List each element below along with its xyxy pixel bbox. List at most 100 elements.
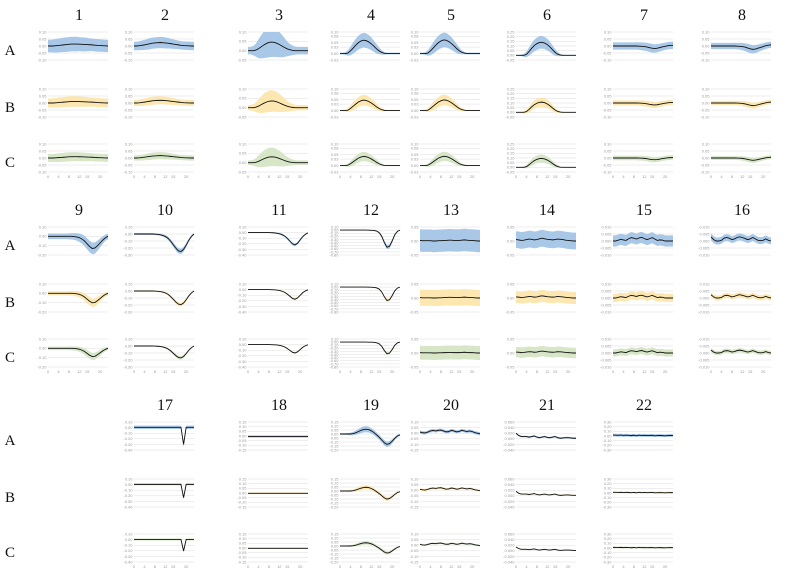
mean-line [340, 486, 401, 500]
y-tick-label: -0.30 [123, 364, 133, 369]
column-number-17: 17 [157, 397, 173, 414]
y-tick-label: -0.60 [329, 358, 339, 363]
x-tick-label: 4 [57, 174, 60, 179]
y-tick-label: 0.05 [239, 486, 248, 491]
column-number-11: 11 [271, 202, 286, 219]
x-tick-label: 0 [515, 564, 518, 569]
x-tick-label: 15 [553, 564, 558, 569]
y-tick-label: 0.08 [331, 34, 340, 39]
y-tick-label: 0.000 [699, 350, 710, 355]
y-tick-label: 0.03 [411, 101, 420, 106]
y-tick-label: 0.010 [699, 336, 710, 341]
y-tick-label: 0.00 [604, 545, 613, 550]
y-tick-label: 0.05 [125, 36, 134, 41]
y-tick-label: -0.20 [123, 357, 133, 362]
y-tick-label: 0.05 [331, 484, 340, 489]
mean-line [248, 41, 308, 52]
y-tick-label: -0.70 [329, 361, 339, 366]
y-tick-label: 0.10 [331, 423, 340, 428]
x-tick-label: 4 [429, 564, 432, 569]
panel-14-a: 0.05 0.00 -0.05 [505, 224, 576, 257]
y-tick-label: 0.05 [39, 148, 48, 153]
y-tick-label: -0.05 [409, 364, 419, 369]
mean-line [515, 237, 576, 242]
y-tick-label: -0.20 [123, 493, 133, 498]
mean-line [248, 232, 309, 246]
y-tick-label: 0.00 [411, 488, 420, 493]
y-tick-label: 0.00 [239, 342, 248, 347]
x-tick-label: 15 [457, 564, 462, 569]
y-tick-label: 0.03 [331, 156, 340, 161]
y-tick-label: 0.10 [39, 29, 48, 34]
y-tick-label: 0.10 [39, 336, 48, 341]
x-tick-label: 0 [419, 564, 422, 569]
x-tick-label: 0 [133, 369, 136, 374]
panel-19-c: 0.150.100.050.00-0.05-0.10-0.15-0.200 4 8 1… [329, 531, 401, 569]
y-tick-label: 0.00 [239, 490, 248, 495]
y-tick-label: -0.040 [503, 447, 515, 452]
y-tick-label: -0.05 [700, 162, 710, 167]
y-tick-label: -0.10 [37, 243, 47, 248]
mean-line [515, 350, 576, 354]
y-tick-label: 0.20 [604, 536, 613, 541]
panel-14-b: 0.05 0.00 -0.05 [505, 281, 576, 314]
y-tick-label: -0.05 [602, 50, 612, 55]
x-tick-label: 0 [247, 564, 250, 569]
y-tick-label: 0.05 [702, 93, 711, 98]
confidence-band [340, 32, 400, 56]
y-tick-label: 0.020 [504, 543, 515, 548]
panel-22-a: 0.300.200.100.00-0.10-0.20-0.30 [602, 419, 674, 452]
y-tick-label: -0.30 [237, 304, 247, 309]
y-tick-label: 0.05 [331, 427, 340, 432]
y-tick-label: -0.03 [409, 57, 419, 62]
y-tick-label: -0.10 [123, 431, 133, 436]
y-tick-label: -0.10 [602, 550, 612, 555]
y-tick-label: 0.10 [604, 486, 613, 491]
mean-line [48, 292, 109, 304]
x-tick-label: 0 [515, 369, 518, 374]
y-tick-label: -0.05 [602, 107, 612, 112]
y-tick-label: 0.040 [504, 482, 515, 487]
x-tick-label: 4 [622, 564, 625, 569]
y-tick-label: -0.60 [329, 246, 339, 251]
y-tick-label: 0.000 [504, 436, 515, 441]
y-tick-label: 0.10 [331, 336, 340, 341]
y-tick-label: 0.30 [604, 476, 613, 481]
y-tick-label: 0.05 [331, 97, 340, 102]
y-tick-label: -0.10 [237, 555, 247, 560]
y-tick-label: 0.05 [411, 425, 420, 430]
y-tick-label: 0.040 [504, 425, 515, 430]
y-tick-label: 0.20 [507, 146, 516, 151]
x-tick-label: 0 [515, 174, 518, 179]
y-tick-label: 0.00 [507, 350, 516, 355]
mean-line [48, 235, 109, 249]
x-tick-label: 20 [566, 369, 571, 374]
y-tick-label: 0.05 [507, 105, 516, 110]
y-tick-label: 0.05 [411, 336, 420, 341]
y-tick-label: 0.10 [604, 141, 613, 146]
y-tick-label: 0.08 [411, 34, 420, 39]
mean-line [515, 295, 576, 299]
y-tick-label: 0.20 [507, 34, 516, 39]
y-tick-label: 0.00 [411, 431, 420, 436]
y-tick-label: -0.040 [503, 504, 515, 509]
y-tick-label: 0.00 [39, 100, 48, 105]
y-tick-label: 0.00 [239, 160, 248, 165]
panel-20-a: 0.100.050.00-0.05-0.10-0.15 [409, 419, 481, 452]
confidence-band [711, 292, 771, 301]
y-tick-label: 0.000 [699, 238, 710, 243]
x-tick-label: 12 [449, 369, 454, 374]
y-tick-label: -0.10 [329, 496, 339, 501]
x-tick-label: 12 [740, 174, 745, 179]
y-tick-label: -0.10 [602, 438, 612, 443]
x-tick-label: 4 [257, 564, 260, 569]
mean-line [340, 229, 401, 248]
x-tick-label: 15 [553, 369, 558, 374]
y-tick-label: 0.10 [331, 281, 340, 286]
column-number-2: 2 [161, 7, 169, 24]
y-tick-label: 0.00 [125, 100, 134, 105]
panel-17-a: 0.100.00-0.10-0.20-0.30-0.40 [123, 419, 194, 452]
y-tick-label: -0.30 [602, 504, 612, 509]
y-tick-label: 0.00 [411, 543, 420, 548]
